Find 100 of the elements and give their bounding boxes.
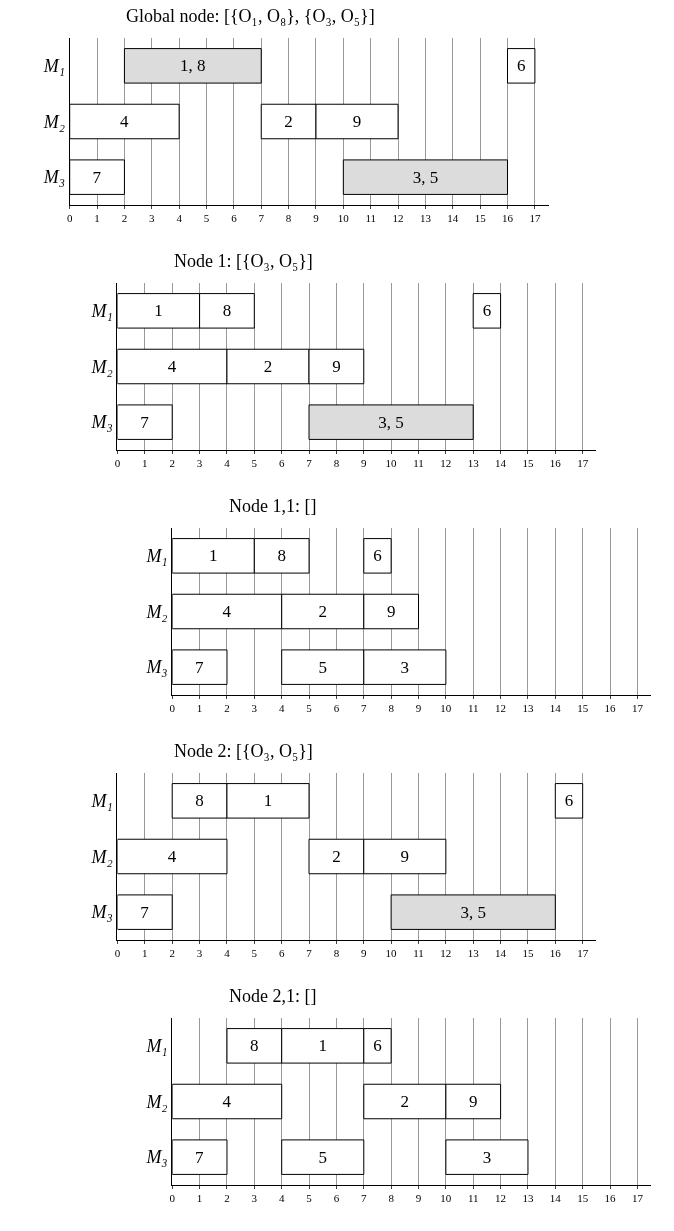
series-label: 9 (332, 357, 341, 376)
x-tick-label: 14 (549, 702, 562, 715)
x-tick-label: 12 (495, 702, 507, 715)
x-tick-label: 6 (231, 212, 238, 225)
x-tick-label: 14 (549, 1192, 562, 1205)
series-label: 5 (318, 657, 327, 677)
series-label: 4 (167, 357, 177, 376)
x-tick-label: 16 (604, 1192, 617, 1205)
x-tick-label: 0 (114, 947, 121, 960)
x-tick-label: 8 (285, 212, 292, 225)
x-tick-label: 16 (502, 212, 514, 225)
x-tick-label: 10 (440, 1192, 452, 1205)
series-label: 4 (222, 1092, 232, 1111)
chart-title: Node 2,1: [] (229, 986, 317, 1006)
x-tick-label: 5 (251, 457, 258, 470)
y-tick-label: M₂ (145, 601, 168, 622)
series-label: 2 (332, 847, 341, 866)
series-label: 8 (222, 301, 232, 321)
x-tick-label: 4 (278, 702, 285, 715)
y-tick-label: M₁ (90, 301, 113, 322)
x-tick-label: 5 (203, 212, 210, 225)
x-tick-label: 17 (529, 212, 541, 225)
series-label: 7 (140, 902, 150, 922)
series-label: 4 (167, 847, 177, 866)
x-tick-label: 4 (176, 212, 183, 225)
y-tick-label: M₁ (42, 56, 66, 77)
y-tick-label: M₃ (145, 657, 168, 678)
x-tick-label: 9 (415, 702, 422, 715)
x-tick-label: 0 (114, 457, 121, 470)
x-tick-label: 3 (149, 212, 156, 225)
x-tick-label: 2 (224, 1192, 230, 1205)
x-tick-label: 5 (306, 702, 313, 715)
series-label: 1 (318, 1036, 327, 1056)
y-tick-label: M₂ (145, 1091, 168, 1112)
x-tick-label: 9 (313, 212, 320, 225)
series-label: 5 (318, 1147, 327, 1167)
x-tick-label: 7 (361, 702, 368, 715)
series-label: 1 (263, 791, 273, 811)
series-label: 9 (400, 847, 410, 866)
x-tick-label: 1 (196, 1192, 203, 1205)
series-label: 3 (400, 657, 410, 677)
x-tick-label: 6 (333, 1192, 340, 1205)
x-tick-label: 4 (224, 457, 231, 470)
series-label: 3, 5 (412, 167, 439, 187)
x-tick-label: 14 (495, 457, 507, 470)
x-tick-label: 11 (467, 1192, 479, 1205)
x-tick-label: 13 (522, 1192, 534, 1205)
x-tick-label: 8 (333, 947, 340, 960)
x-tick-label: 17 (577, 947, 589, 960)
x-tick-label: 11 (413, 457, 424, 470)
series-label: 3 (482, 1147, 492, 1167)
x-tick-label: 7 (306, 457, 313, 470)
series-label: 3, 5 (460, 902, 486, 922)
x-tick-label: 7 (306, 947, 313, 960)
x-tick-label: 11 (467, 702, 479, 715)
series-label: 6 (564, 791, 574, 811)
x-tick-label: 4 (278, 1192, 285, 1205)
x-tick-label: 0 (169, 1192, 176, 1205)
series-label: 6 (516, 56, 526, 76)
x-tick-label: 15 (577, 702, 589, 715)
x-tick-label: 0 (66, 212, 73, 225)
y-tick-label: M₃ (42, 167, 66, 188)
x-tick-label: 17 (631, 702, 644, 715)
series-label: 2 (263, 357, 273, 376)
x-tick-label: 8 (388, 702, 395, 715)
x-tick-label: 2 (224, 702, 230, 715)
series-label: 7 (92, 167, 102, 187)
x-tick-label: 6 (278, 947, 285, 960)
x-tick-label: 16 (549, 457, 562, 470)
x-tick-label: 12 (495, 1192, 507, 1205)
series-label: 7 (195, 1147, 205, 1167)
x-tick-label: 16 (549, 947, 562, 960)
series-label: 6 (373, 1036, 382, 1056)
x-tick-label: 5 (251, 947, 258, 960)
x-tick-label: 1 (196, 702, 203, 715)
chart-title: Global node: [{O₁, O₈}, {O₃, O₅}] (126, 6, 375, 26)
series-label: 4 (222, 602, 232, 621)
x-tick-label: 2 (169, 457, 175, 470)
x-tick-label: 13 (467, 947, 480, 960)
x-tick-label: 15 (522, 947, 534, 960)
series-label: 4 (119, 112, 129, 131)
series-label: 3, 5 (378, 412, 404, 432)
x-tick-label: 15 (577, 1192, 589, 1205)
x-tick-label: 2 (169, 947, 175, 960)
y-tick-label: M₁ (145, 1036, 168, 1057)
x-tick-label: 7 (361, 1192, 368, 1205)
x-tick-label: 12 (440, 457, 452, 470)
series-label: 8 (277, 546, 286, 566)
series-label: 1 (209, 546, 218, 566)
series-label: 7 (195, 657, 205, 677)
x-tick-label: 12 (440, 947, 452, 960)
x-tick-label: 10 (440, 702, 452, 715)
x-tick-label: 9 (361, 457, 368, 470)
x-tick-label: 1 (142, 947, 148, 960)
x-tick-label: 13 (522, 702, 534, 715)
y-tick-label: M₃ (90, 412, 113, 433)
x-tick-label: 14 (447, 212, 459, 225)
x-tick-label: 3 (251, 1192, 258, 1205)
x-tick-label: 10 (385, 947, 398, 960)
x-tick-label: 12 (392, 212, 404, 225)
